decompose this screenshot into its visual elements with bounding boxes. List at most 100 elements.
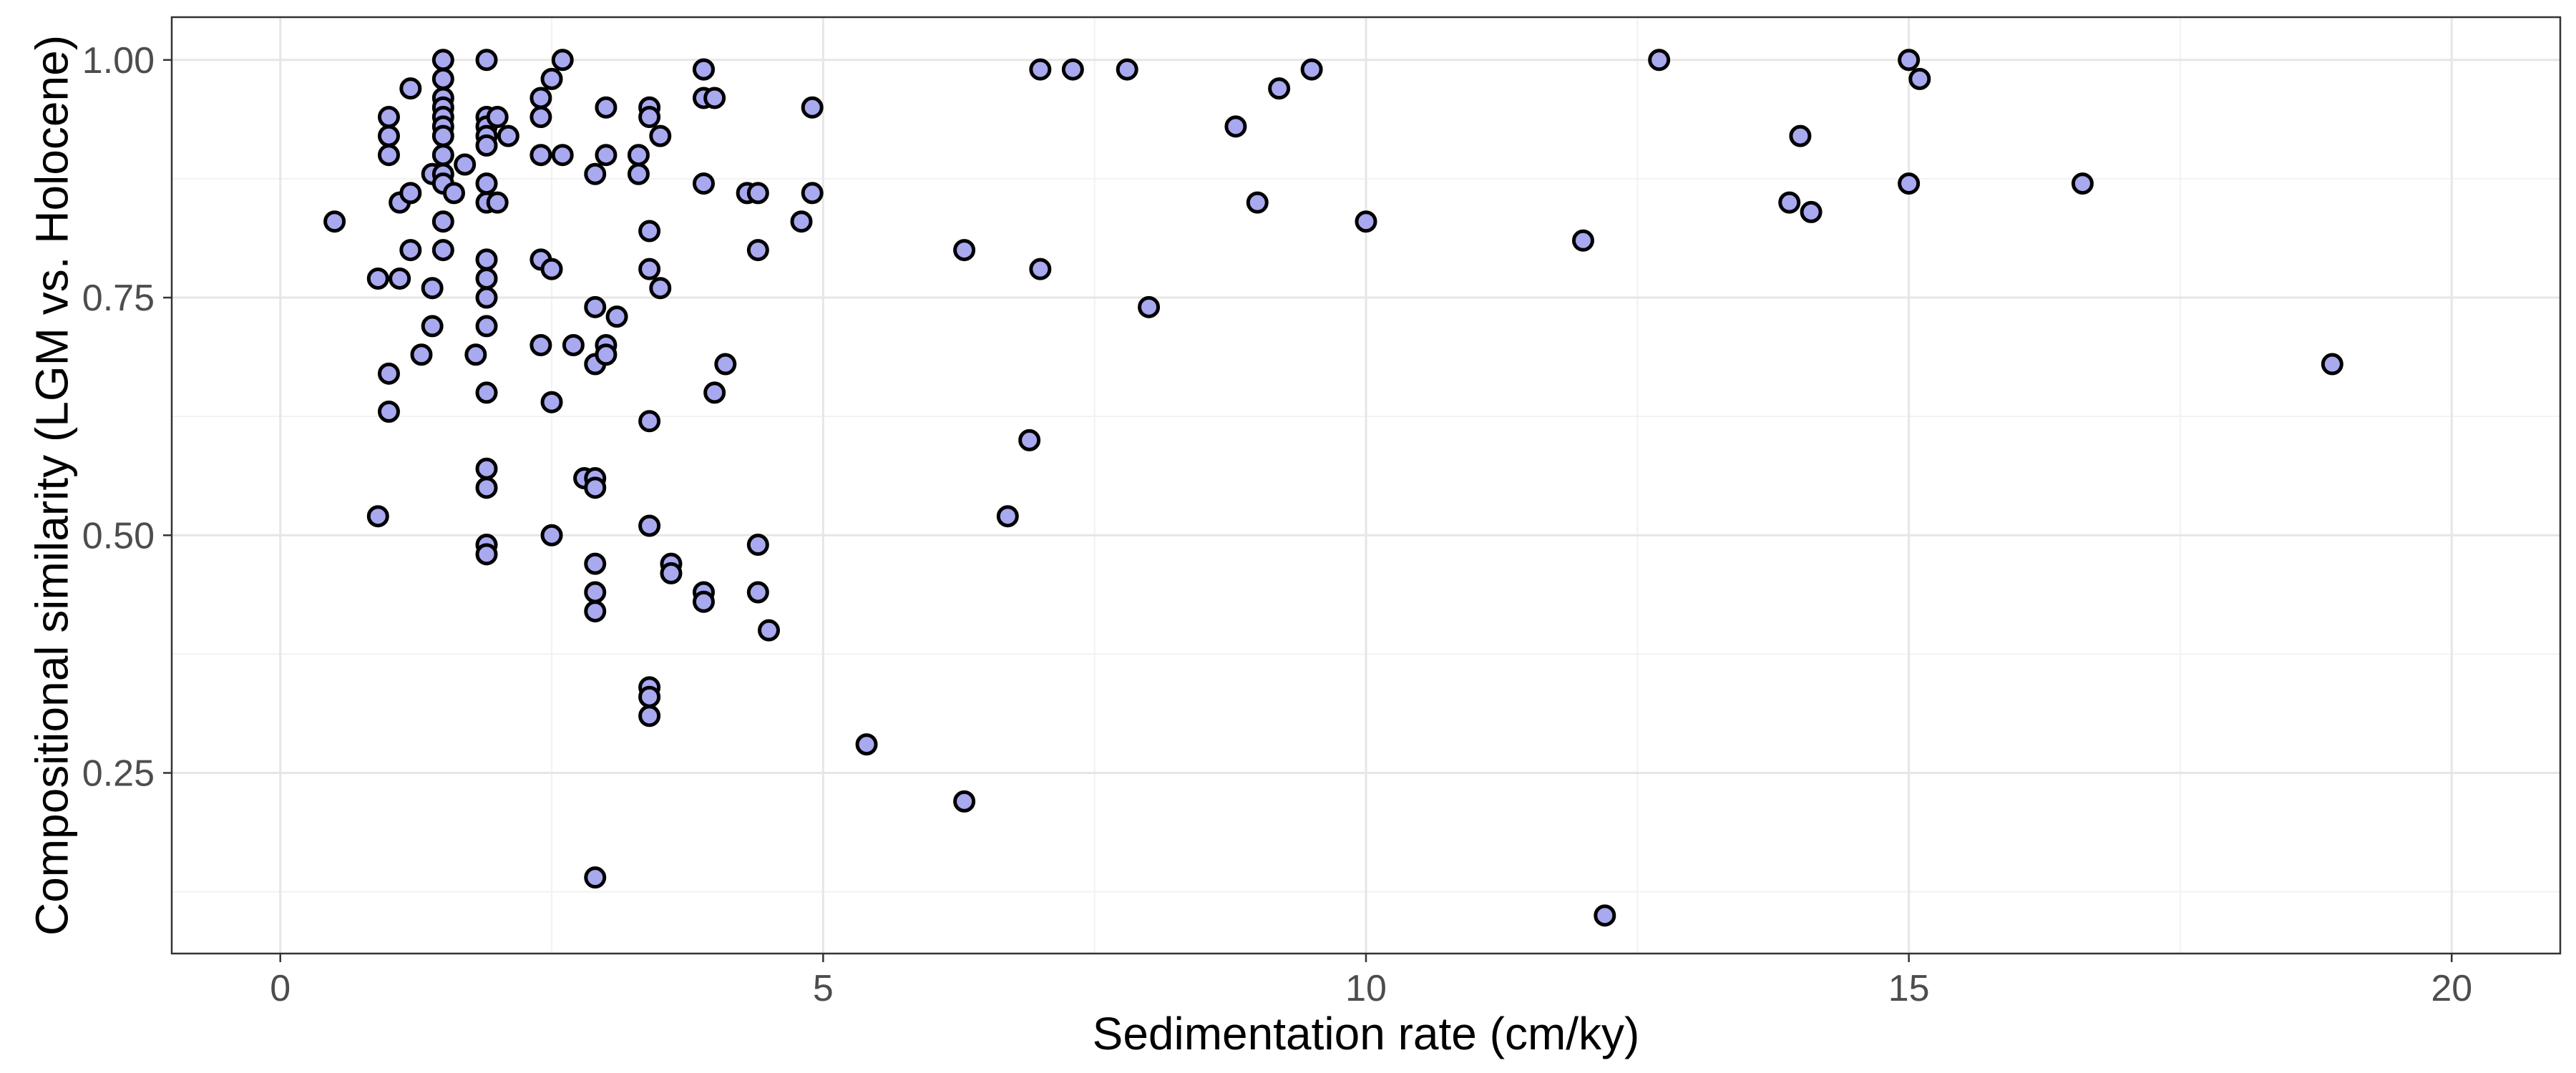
data-point — [399, 239, 422, 262]
data-point — [627, 144, 650, 167]
data-point — [475, 248, 498, 271]
x-tick-label: 0 — [270, 968, 291, 1009]
data-point — [1898, 172, 1921, 195]
data-point — [389, 267, 411, 290]
data-point — [584, 476, 607, 499]
data-point — [540, 258, 563, 280]
data-point — [801, 96, 824, 119]
data-point — [953, 790, 976, 813]
data-point — [475, 267, 498, 290]
data-point — [638, 220, 661, 242]
data-point — [464, 343, 487, 366]
data-point — [1898, 49, 1921, 72]
data-point — [649, 124, 672, 147]
data-point — [638, 106, 661, 129]
data-point — [758, 619, 780, 642]
data-point — [421, 277, 444, 300]
data-point — [399, 182, 422, 205]
data-point — [595, 144, 618, 167]
data-point — [1268, 77, 1291, 100]
data-point — [486, 106, 509, 129]
data-point — [584, 552, 607, 575]
data-point — [475, 315, 498, 338]
data-point — [584, 866, 607, 889]
data-point — [1061, 58, 1084, 81]
data-point — [475, 286, 498, 309]
data-point — [692, 590, 715, 613]
y-tick-label: 0.75 — [82, 278, 155, 319]
data-point — [475, 457, 498, 480]
data-point — [638, 705, 661, 727]
major-gridlines — [172, 17, 2560, 954]
data-point — [551, 49, 574, 72]
data-point — [475, 172, 498, 195]
data-point — [1246, 191, 1269, 214]
data-point — [584, 600, 607, 623]
data-point — [431, 49, 454, 72]
data-point — [638, 685, 661, 708]
data-points — [323, 49, 2343, 927]
data-point — [431, 124, 454, 147]
data-point — [377, 144, 400, 167]
data-point — [540, 524, 563, 547]
data-point — [660, 562, 683, 584]
data-point — [377, 362, 400, 385]
data-point — [1800, 200, 1823, 223]
data-point — [431, 67, 454, 90]
data-point — [530, 144, 552, 167]
data-point — [595, 343, 618, 366]
data-point — [421, 315, 444, 338]
x-tick-label: 5 — [813, 968, 834, 1009]
data-point — [1571, 229, 1594, 252]
y-tick-label: 0.50 — [82, 515, 155, 557]
data-point — [1029, 258, 1052, 280]
data-point — [530, 333, 552, 356]
data-point — [855, 733, 878, 756]
data-point — [627, 162, 650, 185]
data-point — [746, 182, 769, 205]
data-point — [1029, 58, 1052, 81]
data-point — [595, 96, 618, 119]
data-point — [638, 410, 661, 433]
data-point — [1138, 295, 1161, 318]
data-point — [801, 182, 824, 205]
x-axis-title: Sedimentation rate (cm/ky) — [1093, 1008, 1640, 1059]
data-point — [540, 67, 563, 90]
data-point — [605, 305, 628, 328]
data-point — [431, 210, 454, 233]
data-point — [746, 581, 769, 604]
data-point — [562, 333, 585, 356]
data-point — [953, 239, 976, 262]
data-point — [996, 505, 1019, 528]
data-point — [703, 381, 726, 404]
data-point — [1224, 115, 1247, 138]
data-point — [399, 77, 422, 100]
data-point — [377, 401, 400, 423]
data-point — [323, 210, 346, 233]
data-point — [638, 514, 661, 537]
data-point — [530, 106, 552, 129]
data-point — [584, 162, 607, 185]
data-point — [692, 172, 715, 195]
data-point — [551, 144, 574, 167]
data-point — [377, 106, 400, 129]
data-point — [2071, 172, 2094, 195]
data-point — [703, 87, 726, 109]
data-point — [475, 381, 498, 404]
data-point — [475, 476, 498, 499]
data-point — [1648, 49, 1671, 72]
data-point — [475, 49, 498, 72]
data-point — [746, 534, 769, 557]
data-point — [746, 239, 769, 262]
data-point — [540, 391, 563, 413]
data-point — [1778, 191, 1801, 214]
data-point — [584, 295, 607, 318]
data-point — [497, 124, 519, 147]
data-point — [714, 353, 737, 376]
data-point — [442, 182, 465, 205]
x-tick-label: 20 — [2431, 968, 2472, 1009]
data-point — [692, 58, 715, 81]
data-point — [1355, 210, 1377, 233]
data-point — [475, 543, 498, 566]
